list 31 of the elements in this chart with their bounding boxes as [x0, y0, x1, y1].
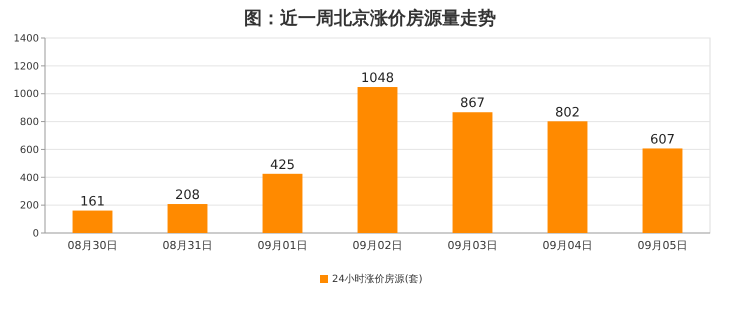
bar: [358, 87, 398, 233]
chart-title: 图：近一周北京涨价房源量走势: [244, 8, 496, 29]
data-label: 208: [175, 188, 200, 204]
x-tick-label: 09月03日: [448, 239, 498, 252]
x-tick-label: 09月05日: [638, 239, 688, 252]
y-tick-label: 0: [32, 228, 39, 240]
bar: [262, 174, 302, 233]
legend-label: 24小时涨价房源(套): [332, 273, 423, 285]
x-tick-label: 08月31日: [162, 239, 212, 252]
data-label: 867: [460, 96, 485, 112]
data-label: 802: [555, 105, 580, 120]
y-tick-label: 1400: [14, 34, 39, 44]
data-label: 161: [80, 194, 105, 210]
y-tick-label: 200: [20, 200, 39, 212]
x-tick-label: 09月02日: [352, 239, 402, 252]
x-tick-label: 09月04日: [542, 239, 592, 252]
x-tick-label: 09月01日: [258, 239, 308, 252]
y-tick-label: 400: [20, 172, 39, 184]
y-tick-label: 600: [20, 144, 39, 156]
x-tick-label: 08月30日: [68, 239, 118, 252]
bar: [642, 148, 682, 233]
bar: [168, 204, 208, 233]
y-tick-label: 1000: [14, 89, 39, 100]
data-label: 607: [650, 132, 675, 148]
bar: [72, 210, 112, 233]
bar: [452, 112, 492, 233]
data-label: 1048: [360, 71, 394, 86]
y-tick-label: 800: [20, 117, 39, 128]
data-label: 425: [270, 158, 295, 173]
y-tick-label: 1200: [14, 61, 39, 72]
bar: [548, 121, 588, 233]
